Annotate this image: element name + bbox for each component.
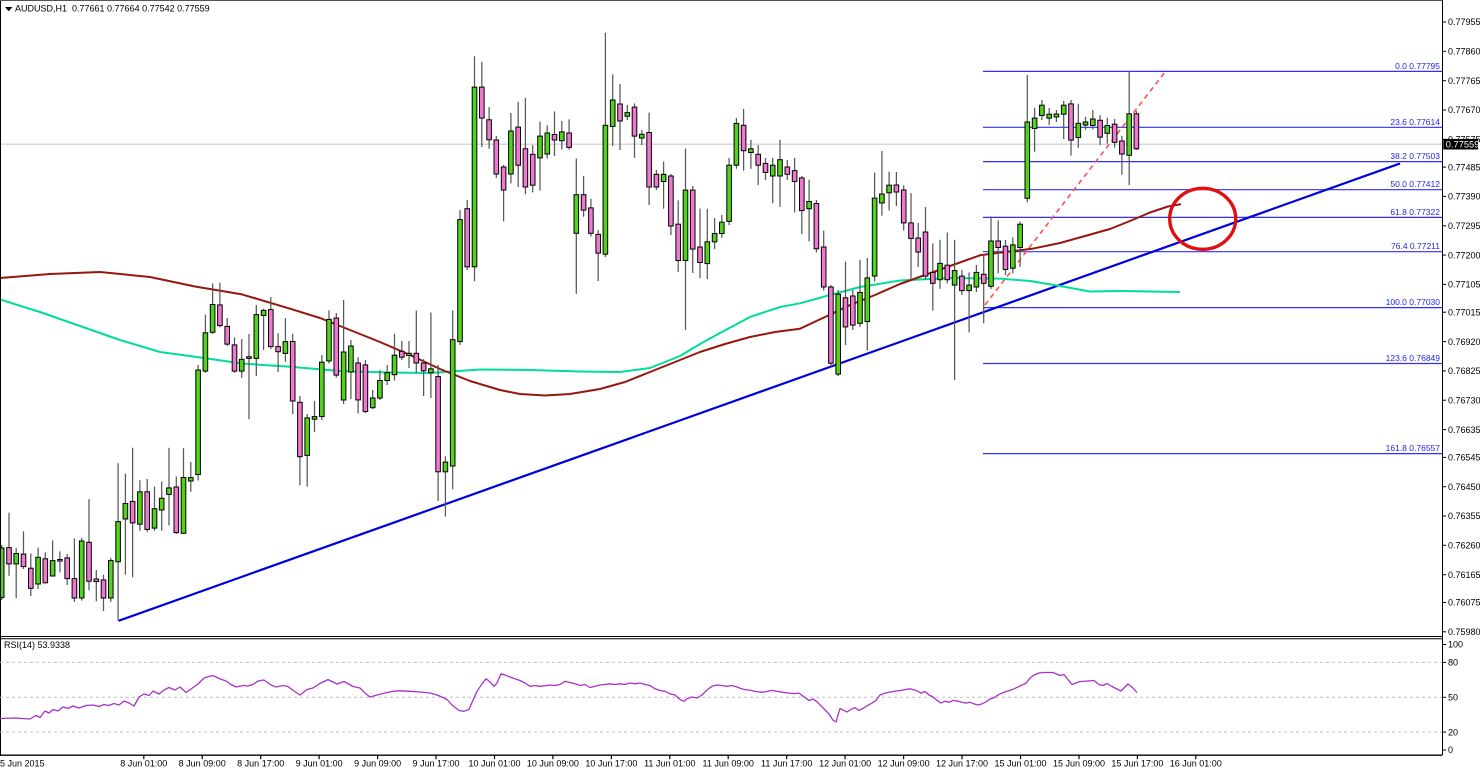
svg-text:0.76355: 0.76355: [1448, 511, 1480, 521]
svg-text:10 Jun 17:00: 10 Jun 17:00: [585, 759, 637, 769]
svg-text:0.77670: 0.77670: [1448, 105, 1480, 115]
svg-text:15 Jun 01:00: 15 Jun 01:00: [994, 759, 1046, 769]
svg-text:23.6 0.77614: 23.6 0.77614: [1390, 117, 1440, 127]
svg-text:50.0 0.77412: 50.0 0.77412: [1390, 179, 1440, 189]
svg-text:38.2 0.77503: 38.2 0.77503: [1390, 151, 1440, 161]
svg-text:0: 0: [1448, 745, 1453, 755]
svg-text:11 Jun 17:00: 11 Jun 17:00: [761, 759, 812, 769]
svg-text:9 Jun 09:00: 9 Jun 09:00: [354, 759, 401, 769]
svg-text:0.77860: 0.77860: [1448, 47, 1480, 57]
svg-text:8 Jun 17:00: 8 Jun 17:00: [237, 759, 284, 769]
svg-text:0.76450: 0.76450: [1448, 482, 1480, 492]
svg-text:10 Jun 09:00: 10 Jun 09:00: [527, 759, 579, 769]
svg-text:0.0 0.77795: 0.0 0.77795: [1395, 61, 1440, 71]
svg-text:8 Jun 09:00: 8 Jun 09:00: [179, 759, 226, 769]
svg-text:123.6 0.76849: 123.6 0.76849: [1386, 353, 1441, 363]
svg-text:0.77015: 0.77015: [1448, 307, 1480, 317]
svg-text:8 Jun 01:00: 8 Jun 01:00: [120, 759, 167, 769]
svg-text:15 Jun 17:00: 15 Jun 17:00: [1111, 759, 1163, 769]
svg-text:9 Jun 01:00: 9 Jun 01:00: [296, 759, 343, 769]
svg-text:16 Jun 01:00: 16 Jun 01:00: [1170, 759, 1222, 769]
svg-text:5 Jun 2015: 5 Jun 2015: [0, 759, 45, 769]
svg-text:0.76545: 0.76545: [1448, 453, 1480, 463]
svg-text:0.77559: 0.77559: [1446, 139, 1480, 149]
svg-text:50: 50: [1448, 693, 1458, 703]
svg-text:11 Jun 09:00: 11 Jun 09:00: [703, 759, 754, 769]
svg-text:15 Jun 09:00: 15 Jun 09:00: [1053, 759, 1105, 769]
svg-text:9 Jun 17:00: 9 Jun 17:00: [412, 759, 459, 769]
svg-text:100.0 0.77030: 100.0 0.77030: [1386, 297, 1441, 307]
svg-text:0.77485: 0.77485: [1448, 162, 1480, 172]
svg-text:0.75980: 0.75980: [1448, 627, 1480, 637]
svg-text:0.76165: 0.76165: [1448, 570, 1480, 580]
svg-text:0.76075: 0.76075: [1448, 598, 1480, 608]
svg-text:AUDUSD,H1 0.77661 0.77664 0.7: AUDUSD,H1 0.77661 0.77664 0.77542 0.7755…: [15, 4, 210, 14]
svg-text:12 Jun 09:00: 12 Jun 09:00: [878, 759, 930, 769]
svg-text:0.77765: 0.77765: [1448, 76, 1480, 86]
svg-text:10 Jun 01:00: 10 Jun 01:00: [468, 759, 520, 769]
svg-text:RSI(14) 53.9338: RSI(14) 53.9338: [4, 640, 70, 650]
svg-text:0.76920: 0.76920: [1448, 337, 1480, 347]
svg-text:100: 100: [1448, 640, 1463, 650]
svg-text:0.76825: 0.76825: [1448, 366, 1480, 376]
svg-text:0.77200: 0.77200: [1448, 250, 1480, 260]
svg-text:0.76730: 0.76730: [1448, 395, 1480, 405]
svg-text:0.77390: 0.77390: [1448, 192, 1480, 202]
svg-text:12 Jun 17:00: 12 Jun 17:00: [936, 759, 988, 769]
svg-text:0.76260: 0.76260: [1448, 541, 1480, 551]
svg-text:20: 20: [1448, 727, 1458, 737]
svg-text:161.8 0.76557: 161.8 0.76557: [1386, 443, 1441, 453]
svg-text:76.4 0.77211: 76.4 0.77211: [1391, 241, 1440, 251]
svg-text:0.76635: 0.76635: [1448, 425, 1480, 435]
svg-text:0.77295: 0.77295: [1448, 221, 1480, 231]
svg-text:11 Jun 01:00: 11 Jun 01:00: [644, 759, 695, 769]
svg-text:12 Jun 01:00: 12 Jun 01:00: [819, 759, 871, 769]
svg-text:0.77105: 0.77105: [1448, 280, 1480, 290]
svg-text:0.77955: 0.77955: [1448, 17, 1480, 27]
svg-text:61.8 0.77322: 61.8 0.77322: [1390, 207, 1440, 217]
svg-text:80: 80: [1448, 658, 1458, 668]
